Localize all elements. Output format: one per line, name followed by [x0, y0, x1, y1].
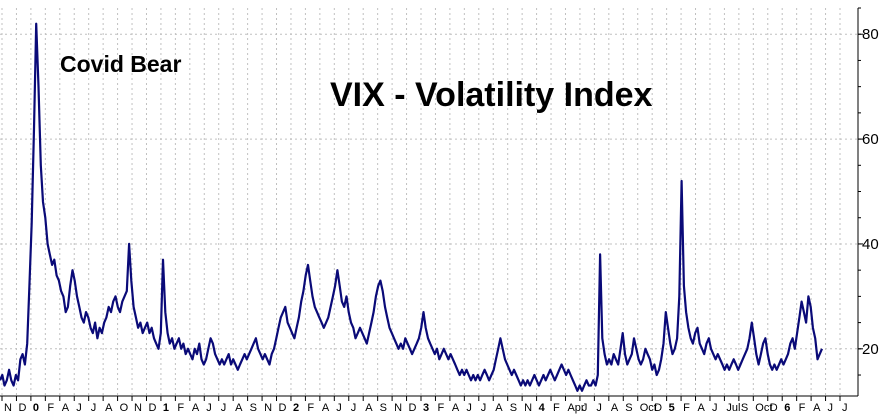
- x-tick-label: S: [741, 402, 748, 414]
- x-tick-label: N: [264, 402, 272, 414]
- covid-bear-annotation: Covid Bear: [60, 51, 181, 77]
- x-tick-label: A: [365, 402, 373, 414]
- grid: [0, 8, 858, 396]
- x-tick-label: 4: [539, 402, 546, 414]
- x-tick-label: A: [495, 402, 503, 414]
- x-tick-label: 1: [163, 402, 169, 414]
- x-tick-label: Oct: [640, 402, 657, 414]
- x-tick-label: J: [712, 402, 718, 414]
- x-tick-label: S: [250, 402, 257, 414]
- x-tick-label: J: [91, 402, 97, 414]
- x-tick-label: 2: [293, 402, 299, 414]
- x-tick-label: A: [698, 402, 706, 414]
- x-tick-label: D: [18, 402, 26, 414]
- x-tick-label: J: [76, 402, 82, 414]
- x-tick-label: D: [279, 402, 287, 414]
- x-tick-label: A: [452, 402, 460, 414]
- x-tick-label: J: [221, 402, 227, 414]
- x-tick-label: D: [654, 402, 662, 414]
- x-tick-label: A: [235, 402, 243, 414]
- y-tick-label: 40: [862, 236, 879, 253]
- x-tick-label: J: [596, 402, 602, 414]
- x-tick-label: J: [582, 402, 588, 414]
- x-tick-label: A: [813, 402, 821, 414]
- x-tick-label: J: [466, 402, 472, 414]
- x-tick-label: F: [307, 402, 314, 414]
- x-tick-label: N: [394, 402, 402, 414]
- chart-title: VIX - Volatility Index: [330, 76, 653, 114]
- x-tick-label: 5: [669, 402, 675, 414]
- x-tick-label: A: [62, 402, 70, 414]
- x-tick-label: J: [351, 402, 357, 414]
- y-tick-label: 60: [862, 131, 879, 148]
- vix-series-line: [0, 22, 824, 392]
- x-tick-label: F: [437, 402, 444, 414]
- x-tick-label: F: [177, 402, 184, 414]
- x-tick-label: J: [828, 402, 834, 414]
- series: [0, 22, 824, 392]
- x-tick-label: Oct: [755, 402, 772, 414]
- x-tick-label: 0: [33, 402, 39, 414]
- x-tick-label: S: [380, 402, 387, 414]
- x-tick-label: D: [770, 402, 778, 414]
- x-tick-label: J: [481, 402, 487, 414]
- y-tick-label: 80: [862, 26, 879, 43]
- x-tick-label: F: [553, 402, 560, 414]
- x-tick-label: A: [105, 402, 113, 414]
- x-tick-label: N: [134, 402, 142, 414]
- x-tick-label: A: [611, 402, 619, 414]
- x-tick-label: F: [47, 402, 54, 414]
- x-tick-label: S: [625, 402, 632, 414]
- x-tick-label: Apr: [567, 402, 584, 414]
- x-tick-label: J: [206, 402, 212, 414]
- x-tick-label: S: [510, 402, 517, 414]
- x-tick-label: J: [336, 402, 342, 414]
- x-tick-label: 3: [423, 402, 429, 414]
- x-tick-label: A: [322, 402, 330, 414]
- x-tick-label: Jul: [726, 402, 740, 414]
- x-tick-label: N: [4, 402, 12, 414]
- y-tick-label: 20: [862, 341, 879, 358]
- x-tick-label: F: [799, 402, 806, 414]
- x-tick-label: D: [148, 402, 156, 414]
- x-tick-label: 6: [784, 402, 790, 414]
- x-tick-label: F: [683, 402, 690, 414]
- x-tick-label: J: [842, 402, 848, 414]
- x-tick-label: O: [120, 402, 129, 414]
- x-tick-label: A: [192, 402, 200, 414]
- x-tick-label: N: [524, 402, 532, 414]
- x-tick-label: D: [409, 402, 417, 414]
